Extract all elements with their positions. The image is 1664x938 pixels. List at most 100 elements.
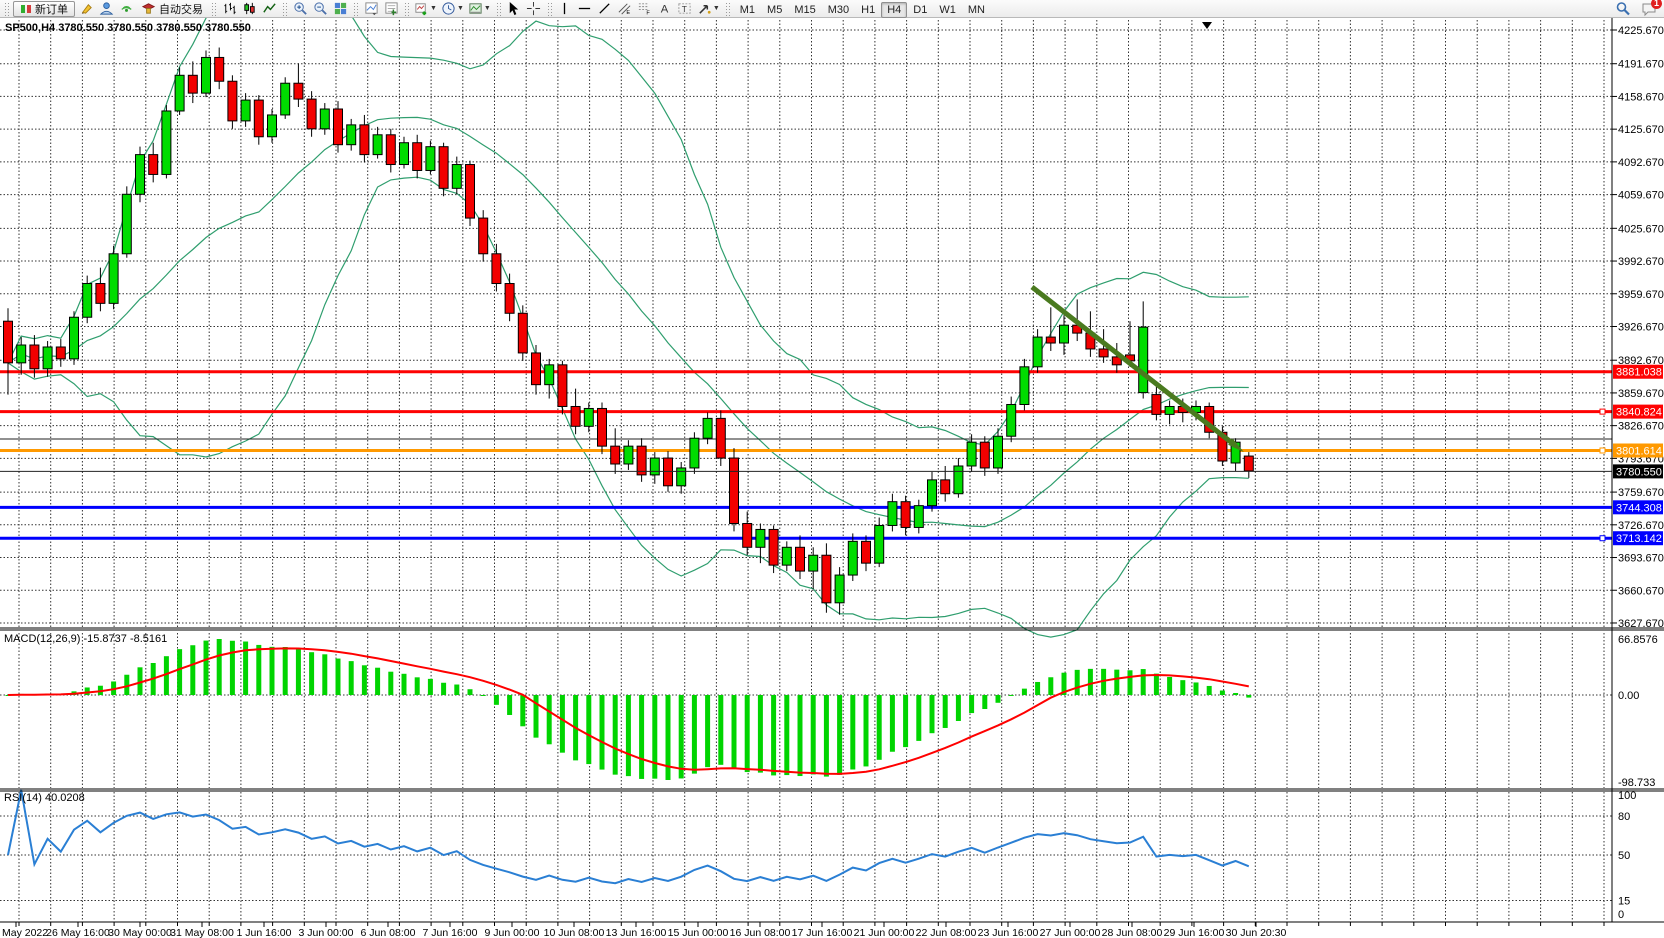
time-axis-tick: 29 Jun 16:00: [1164, 927, 1225, 938]
macd-histogram-bar: [744, 695, 750, 773]
template-button[interactable]: ▼: [467, 1, 492, 17]
equidistant-channel-button[interactable]: E: [616, 1, 634, 17]
zoom-in-icon: [293, 2, 307, 15]
fibonacci-button[interactable]: F: [636, 1, 654, 17]
macd-histogram-bar: [1206, 685, 1212, 695]
candle: [451, 164, 462, 189]
macd-histogram-bar: [1114, 669, 1120, 695]
macd-signal-line: [7, 647, 1249, 775]
autotrading-button[interactable]: 自动交易: [137, 1, 207, 17]
timeframe-m30[interactable]: M30: [827, 3, 850, 16]
chart-canvas[interactable]: 4225.670 4191.670 4158.670 4125.670 4092.670…: [0, 18, 1664, 938]
candle: [267, 114, 277, 138]
candle: [557, 364, 568, 407]
candle: [201, 56, 211, 94]
arrows-button[interactable]: ▼: [696, 1, 721, 17]
data-window-button[interactable]: [382, 1, 400, 17]
chart-title: SP500,H4 3780.550 3780.550 3780.550 3780…: [5, 22, 251, 34]
crosshair-button[interactable]: [525, 1, 543, 17]
indicators-window-button[interactable]: [362, 1, 380, 17]
candle: [55, 346, 66, 360]
macd-histogram-bar: [441, 682, 447, 695]
candle: [1045, 336, 1056, 344]
macd-histogram-bar: [1127, 670, 1133, 695]
trendline-button[interactable]: [596, 1, 614, 17]
candle: [663, 457, 673, 487]
price-level-label: 3801.614: [1616, 445, 1662, 457]
macd-histogram-bar: [771, 695, 777, 776]
cursor-button[interactable]: [505, 1, 523, 17]
text-label-button[interactable]: T: [676, 1, 694, 17]
macd-histogram-bar: [348, 661, 354, 695]
notifications-button[interactable]: 1: [1640, 0, 1662, 17]
rsi-axis-tick: 0: [1618, 909, 1624, 921]
signals-button[interactable]: [117, 1, 135, 17]
text-icon: A: [661, 3, 669, 15]
macd-histogram-bar: [190, 645, 196, 695]
period-button[interactable]: ▼: [440, 1, 465, 17]
text-button[interactable]: A: [656, 1, 674, 17]
new-order-button[interactable]: 新订单: [13, 0, 75, 17]
candle: [385, 134, 396, 166]
chart-shift-marker: [1202, 22, 1212, 29]
candle: [1098, 348, 1109, 358]
vertical-line-icon: [564, 2, 566, 15]
timeframe-h1[interactable]: H1: [861, 3, 876, 16]
horizontal-line-button[interactable]: [576, 1, 594, 17]
zoom-out-button[interactable]: [311, 1, 329, 17]
candle: [610, 445, 621, 465]
timeframe-m5[interactable]: M5: [767, 3, 783, 16]
candle: [1059, 324, 1069, 344]
candle: [676, 467, 687, 487]
vertical-line-button[interactable]: [556, 1, 574, 17]
candle: [214, 56, 225, 82]
price-axis-tick: 3759.670: [1618, 487, 1664, 499]
candle: [993, 435, 1003, 469]
candle: [82, 283, 93, 318]
add-chart-button[interactable]: ▼: [413, 1, 438, 17]
macd-histogram-bar: [1008, 694, 1014, 696]
candlestick-chart-button[interactable]: [240, 1, 258, 17]
tile-windows-button[interactable]: [331, 1, 349, 17]
macd-histogram-bar: [889, 695, 895, 752]
candle: [689, 437, 700, 469]
timeframe-h4[interactable]: H4: [881, 1, 908, 18]
chart-window[interactable]: 4225.670 4191.670 4158.670 4125.670 4092.670…: [0, 18, 1664, 938]
trend-arrow: [1030, 285, 1238, 448]
candle: [940, 479, 951, 495]
zoom-in-button[interactable]: [291, 1, 309, 17]
macd-histogram-bar: [5, 695, 11, 696]
candle: [1032, 336, 1043, 368]
macd-histogram-bar: [84, 687, 90, 695]
candle: [1138, 326, 1149, 394]
timeframe-w1[interactable]: W1: [939, 3, 956, 16]
timeframe-m15[interactable]: M15: [794, 3, 816, 16]
highlighter-button[interactable]: [77, 1, 95, 17]
community-button[interactable]: [97, 1, 115, 17]
candle: [781, 546, 792, 566]
candle: [729, 457, 739, 524]
line-chart-button[interactable]: [260, 1, 278, 17]
macd-histogram-bar: [612, 695, 618, 775]
macd-histogram-bar: [243, 641, 249, 695]
macd-histogram-bar: [1246, 695, 1252, 698]
svg-text:F: F: [647, 11, 651, 16]
macd-histogram-bar: [309, 652, 315, 695]
macd-histogram-bar: [216, 639, 222, 695]
timeframe-m1[interactable]: M1: [739, 3, 756, 16]
price-axis-tick: 3660.670: [1618, 585, 1664, 597]
macd-histogram-bar: [375, 667, 381, 695]
timeframe-d1[interactable]: D1: [913, 3, 928, 16]
timeframe-mn[interactable]: MN: [967, 3, 985, 16]
candle: [1164, 405, 1175, 415]
macd-histogram-bar: [942, 695, 948, 728]
time-axis-tick: 26 May 16:00: [46, 927, 110, 938]
text-label-icon: T: [678, 3, 691, 14]
bar-chart-icon: [223, 2, 236, 15]
macd-histogram-bar: [1048, 677, 1054, 695]
bar-chart-button[interactable]: [220, 1, 238, 17]
candle: [795, 546, 805, 572]
macd-histogram-bar: [1193, 682, 1199, 695]
search-button[interactable]: [1614, 1, 1632, 17]
price-axis-tick: 3726.670: [1618, 520, 1664, 532]
